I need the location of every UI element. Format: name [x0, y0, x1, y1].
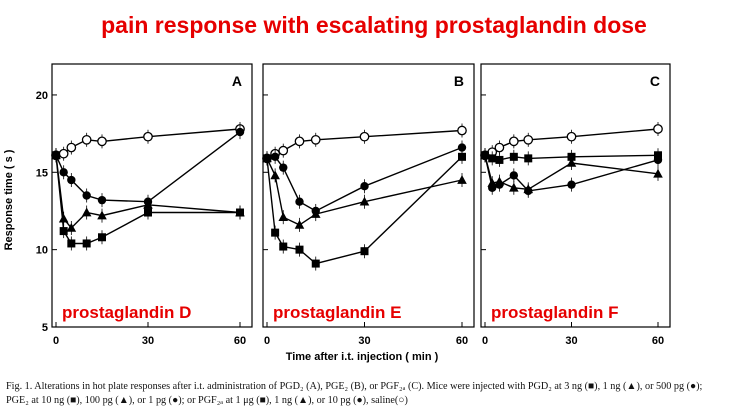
- panel-letter: A: [232, 73, 242, 89]
- point-open-circle: [566, 131, 577, 142]
- x-tick-label: 0: [53, 335, 59, 347]
- y-tick-label: 20: [36, 90, 48, 102]
- point-triangle: [58, 213, 69, 223]
- point-triangle: [143, 199, 153, 209]
- point-square: [271, 228, 280, 237]
- panel-b: B 0 30 60 prostaglandin E: [262, 63, 475, 347]
- point-triangle: [494, 176, 505, 186]
- point-filled-circle: [59, 168, 68, 177]
- x-tick-label: 30: [358, 335, 370, 347]
- panel-c: C 0 30 60 prostaglandin F: [480, 63, 671, 347]
- point-open-circle: [81, 134, 92, 145]
- y-tick-label: 5: [42, 322, 48, 334]
- point-open-circle: [653, 124, 663, 134]
- point-triangle: [97, 210, 107, 220]
- point-open-circle: [143, 131, 153, 142]
- point-square: [524, 154, 533, 163]
- point-filled-circle: [270, 152, 280, 162]
- figure: Response time ( s ) Time after i.t. inje…: [3, 63, 671, 363]
- point-filled-circle: [97, 195, 107, 205]
- panel-frame: [51, 63, 253, 328]
- point-open-circle: [58, 148, 69, 159]
- point-triangle: [509, 182, 519, 192]
- x-tick-label: 60: [652, 335, 664, 347]
- point-triangle: [359, 196, 370, 206]
- point-square: [311, 259, 320, 268]
- point-open-circle: [310, 134, 321, 145]
- point-square: [495, 155, 504, 164]
- point-open-circle: [508, 136, 519, 147]
- x-tick-label: 30: [565, 335, 577, 347]
- point-triangle: [278, 212, 289, 221]
- panel-annotation: prostaglandin F: [491, 303, 619, 322]
- point-square: [481, 151, 489, 160]
- point-square: [509, 152, 518, 161]
- point-open-circle: [457, 125, 467, 136]
- panel-letter: C: [650, 73, 660, 89]
- point-triangle: [66, 222, 77, 232]
- point-square: [98, 233, 106, 242]
- panel-frame: [262, 63, 475, 328]
- point-square: [360, 247, 369, 256]
- x-tick-label: 60: [456, 335, 468, 347]
- point-square: [59, 227, 68, 236]
- point-square: [295, 245, 304, 254]
- figure-caption: Fig. 1. Alterations in hot plate respons…: [6, 381, 703, 406]
- point-square: [654, 151, 662, 160]
- point-square: [67, 239, 76, 248]
- point-filled-circle: [360, 182, 369, 191]
- point-open-circle: [97, 136, 107, 147]
- point-filled-circle: [509, 171, 519, 180]
- point-filled-circle: [82, 191, 91, 200]
- point-triangle: [457, 175, 467, 184]
- x-tick-label: 60: [234, 335, 246, 347]
- point-square: [82, 239, 91, 248]
- point-open-circle: [294, 136, 305, 147]
- point-triangle: [310, 209, 321, 218]
- point-triangle: [81, 207, 92, 217]
- panel-letter: B: [454, 73, 464, 89]
- point-filled-circle: [279, 163, 288, 172]
- point-triangle: [294, 219, 305, 229]
- y-axis-label: Response time ( s ): [3, 149, 15, 250]
- panel-a: A 0 30 60 5 10 15 20 prostaglandin D: [36, 63, 253, 347]
- point-square: [279, 242, 288, 251]
- point-square: [236, 208, 244, 217]
- x-tick-label: 30: [142, 335, 154, 347]
- point-triangle: [487, 178, 498, 187]
- point-square: [488, 154, 497, 163]
- point-filled-circle: [295, 197, 304, 206]
- point-triangle: [653, 168, 663, 178]
- x-axis-label: Time after i.t. injection ( min ): [286, 351, 439, 363]
- point-filled-circle: [457, 143, 467, 152]
- point-open-circle: [523, 134, 534, 145]
- panel-frame: [480, 63, 671, 328]
- point-open-circle: [66, 142, 77, 153]
- point-open-circle: [278, 145, 289, 156]
- x-tick-label: 0: [264, 335, 270, 347]
- point-square: [458, 152, 466, 161]
- point-triangle: [270, 170, 280, 180]
- x-tick-label: 0: [482, 335, 488, 347]
- y-tick-label: 10: [36, 245, 48, 257]
- point-filled-circle: [567, 180, 576, 189]
- point-open-circle: [359, 131, 370, 142]
- point-square: [144, 208, 152, 217]
- point-filled-circle: [235, 127, 245, 137]
- point-triangle: [523, 184, 534, 194]
- y-tick-label: 15: [36, 167, 48, 179]
- point-filled-circle: [67, 175, 76, 185]
- point-square: [567, 152, 576, 161]
- panels: A 0 30 60 5 10 15 20 prostaglandin D B 0 30 60 prosta…: [36, 63, 671, 347]
- panel-annotation: prostaglandin E: [273, 303, 401, 322]
- point-open-circle: [494, 142, 505, 153]
- point-square: [263, 154, 271, 163]
- panel-annotation: prostaglandin D: [62, 303, 191, 322]
- page-title: pain response with escalating prostaglan…: [101, 12, 647, 38]
- point-square: [52, 151, 60, 160]
